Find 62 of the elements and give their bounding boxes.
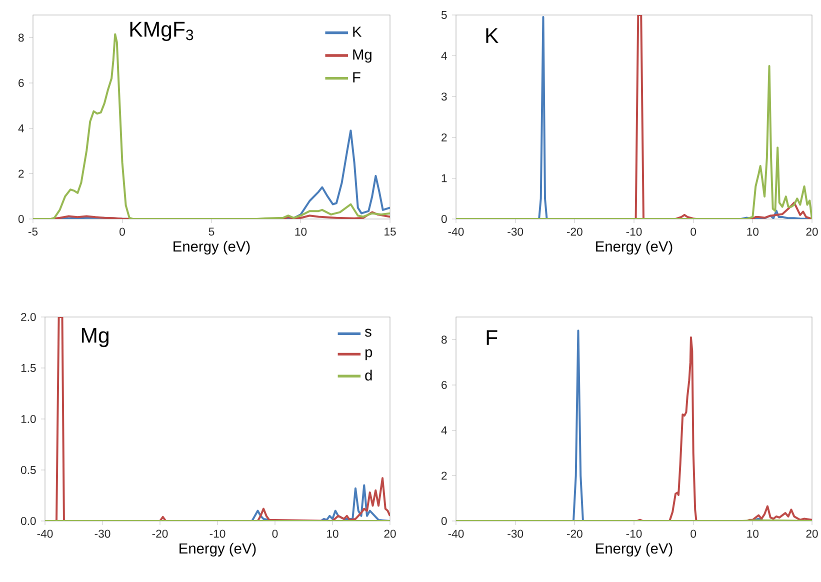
x-tick-label: -10 — [626, 228, 642, 236]
y-tick-label: 0 — [441, 516, 447, 526]
x-tick-label: 10 — [295, 228, 307, 236]
x-axis-title: Energy (eV) — [596, 542, 672, 557]
y-tick-label: 1.5 — [21, 364, 36, 372]
legend-label: d — [365, 370, 372, 381]
y-tick-label: 2 — [442, 472, 447, 480]
y-tick-label: 5 — [441, 11, 447, 19]
legend-label: F — [353, 72, 360, 82]
x-axis-title: Energy (eV) — [174, 240, 250, 255]
x-tick-label: 20 — [384, 530, 396, 538]
x-tick-label: -30 — [508, 530, 524, 538]
x-tick-label: 20 — [806, 530, 818, 538]
y-tick-label: 3 — [441, 92, 447, 101]
chart-title: KMgF$_{3}$ — [130, 22, 194, 42]
x-tick-label: 0 — [120, 228, 125, 236]
legend-label: s — [364, 328, 372, 337]
y-tick-label: 0 — [18, 214, 24, 223]
y-tick-label: 1.0 — [21, 414, 36, 424]
legend-label: Mg — [353, 49, 372, 63]
y-tick-label: 4 — [18, 124, 24, 132]
chart-title: F — [486, 330, 498, 345]
y-tick-label: 6 — [18, 78, 24, 87]
x-tick-label: -20 — [152, 530, 168, 538]
x-tick-label: 10 — [747, 530, 759, 538]
x-tick-label: -10 — [210, 530, 226, 538]
y-tick-label: 0.0 — [20, 516, 36, 526]
x-tick-label: -40 — [448, 530, 464, 538]
x-tick-label: 0 — [690, 530, 696, 538]
y-tick-label: 2 — [442, 133, 447, 142]
line-series — [456, 64, 812, 219]
x-axis-title: Energy (eV) — [596, 240, 672, 255]
y-tick-label: 1 — [442, 174, 447, 182]
x-tick-label: 20 — [806, 228, 818, 236]
x-tick-label: -30 — [508, 228, 524, 236]
x-tick-label: 10 — [327, 530, 338, 538]
y-tick-label: 0 — [441, 214, 447, 223]
x-tick-label: 5 — [208, 228, 214, 236]
x-axis-title: Energy (eV) — [180, 542, 256, 557]
y-tick-label: 6 — [442, 380, 447, 390]
x-tick-label: 0 — [690, 228, 696, 236]
y-tick-label: 8 — [18, 34, 24, 42]
y-tick-label: 8 — [441, 336, 447, 344]
y-tick-label: 4 — [441, 426, 447, 434]
y-tick-label: 0.5 — [20, 466, 36, 474]
x-tick-label: 10 — [747, 228, 759, 236]
x-tick-label: -40 — [37, 530, 53, 538]
x-tick-label: -5 — [28, 228, 38, 236]
chart-title: Mg — [82, 328, 108, 348]
x-tick-label: -30 — [94, 530, 110, 538]
legend-label: p — [366, 349, 372, 360]
x-tick-label: 0 — [272, 530, 278, 538]
y-tick-label: 2.0 — [21, 312, 36, 322]
x-tick-label: -40 — [448, 228, 464, 236]
chart-title: K — [486, 28, 498, 43]
x-tick-label: -20 — [566, 228, 582, 236]
x-tick-label: -20 — [566, 530, 582, 538]
y-tick-label: 4 — [441, 52, 447, 60]
x-tick-label: 15 — [384, 228, 396, 236]
x-tick-label: -10 — [626, 530, 642, 538]
y-tick-label: 2 — [18, 170, 24, 178]
legend-label: K — [353, 26, 362, 37]
